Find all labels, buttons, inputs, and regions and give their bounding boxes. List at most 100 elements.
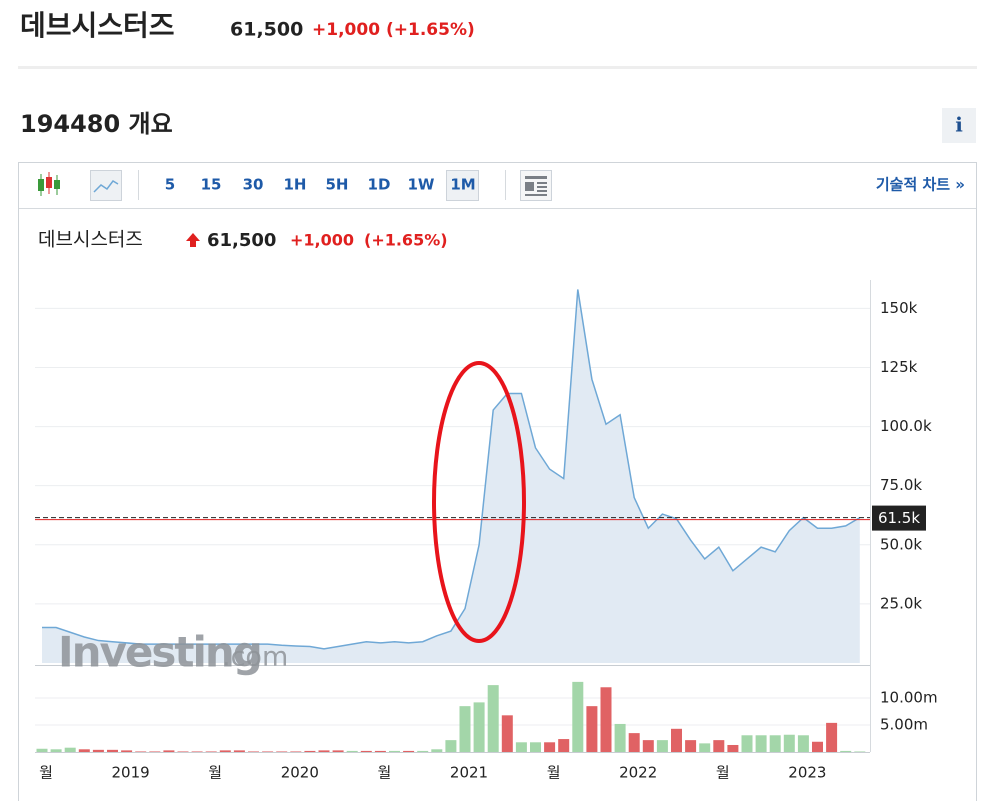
volume-bar [685,740,697,752]
price-line [42,289,861,650]
interval-button[interactable]: 30 [243,176,264,194]
stock-change: +1,000 [312,20,380,40]
volume-bar [78,749,90,752]
x-tick-label: 월 [716,764,730,782]
volume-bar [149,751,161,752]
line-icon[interactable] [93,180,119,193]
volume-bar [389,750,400,752]
volume-bar [713,740,725,752]
volume-bar [840,750,852,752]
volume-bar [163,750,175,752]
watermark-brand: Investing [58,628,261,677]
overview-title: 194480 개요 [20,110,173,138]
interval-button[interactable]: 5H [326,176,349,194]
candle-icon[interactable] [38,172,60,196]
volume-bar [121,750,133,752]
x-tick-label: 2022 [619,764,657,782]
volume-bar [572,681,584,752]
interval-button[interactable]: 1M [450,176,475,194]
volume-bar [374,750,386,752]
volume-bar [614,723,626,752]
volume-bar [318,750,330,752]
news-icon[interactable] [525,176,547,196]
interval-button[interactable]: 1D [368,176,391,194]
volume-tick-label: 10.00m [880,689,938,707]
price-area [42,289,860,663]
volume-tick-label: 5.00m [880,716,928,734]
volume-bar [233,750,245,752]
volume-bar [92,749,104,752]
volume-bar [671,728,682,752]
volume-bar [36,748,48,752]
volume-bar [727,744,739,752]
volume-bar [515,742,527,752]
volume-bar [445,740,457,752]
interval-selected[interactable] [446,170,479,201]
technical-chart-link[interactable]: 기술적 차트 » [876,176,965,194]
last-price-badge [872,505,926,531]
line-chart-button[interactable] [90,170,122,201]
volume-bar [304,750,316,752]
info-icon[interactable]: i [955,113,963,137]
x-tick-label: 2019 [112,764,150,782]
volume-bar [332,750,344,752]
x-tick-label: 월 [377,764,391,782]
x-tick-label: 월 [547,764,561,782]
volume-bar [530,742,541,752]
y-tick-label: 150k [880,299,918,317]
volume-bar [812,741,823,752]
chart-price: 61,500 [207,230,276,251]
y-tick-label: 25.0k [880,594,922,612]
volume-bar [205,751,217,752]
volume-bar [459,706,471,752]
volume-bar [544,742,556,752]
volume-bar [826,722,838,752]
interval-button[interactable]: 5 [165,176,175,194]
y-tick-label: 50.0k [880,535,922,553]
volume-bar [417,750,429,752]
volume-bar [50,749,62,752]
x-tick-label: 월 [39,764,53,782]
volume-bar [741,735,753,752]
volume-bar [854,751,866,752]
x-tick-label: 월 [208,764,222,782]
stock-price: 61,500 [230,19,303,41]
chart-change: +1,000 [290,231,354,250]
chart-stock-name: 데브시스터즈 [38,229,143,251]
volume-bar [755,735,767,752]
volume-bar [177,751,189,752]
volume-bar [64,747,76,752]
volume-bar [262,751,274,752]
volume-bar [501,715,513,752]
volume-bar [797,735,809,752]
volume-bar [135,751,147,752]
volume-bar [473,702,485,752]
volume-bar [699,743,711,752]
volume-bar [487,685,499,752]
volume-bar [290,751,302,752]
y-tick-label: 75.0k [880,476,922,494]
volume-bar [360,750,372,752]
volume-bar [656,740,668,752]
highlight-ellipse [432,361,526,643]
volume-bar [107,749,118,752]
last-price-label: 61.5k [878,509,920,527]
volume-bar [276,751,288,752]
watermark-suffix: .com [222,642,288,673]
volume-bar [558,739,570,752]
interval-button[interactable]: 15 [201,176,222,194]
interval-button[interactable]: 1W [408,176,435,194]
volume-bar [586,706,598,752]
info-button[interactable] [942,108,976,143]
y-tick-label: 125k [880,358,918,376]
chart-panel [18,162,977,801]
volume-bar [769,735,781,752]
volume-bar [431,749,443,752]
volume-bar [600,687,612,752]
volume-bar [628,733,640,752]
x-tick-label: 2020 [281,764,319,782]
volume-bar [346,750,358,752]
interval-button[interactable]: 1H [284,176,307,194]
